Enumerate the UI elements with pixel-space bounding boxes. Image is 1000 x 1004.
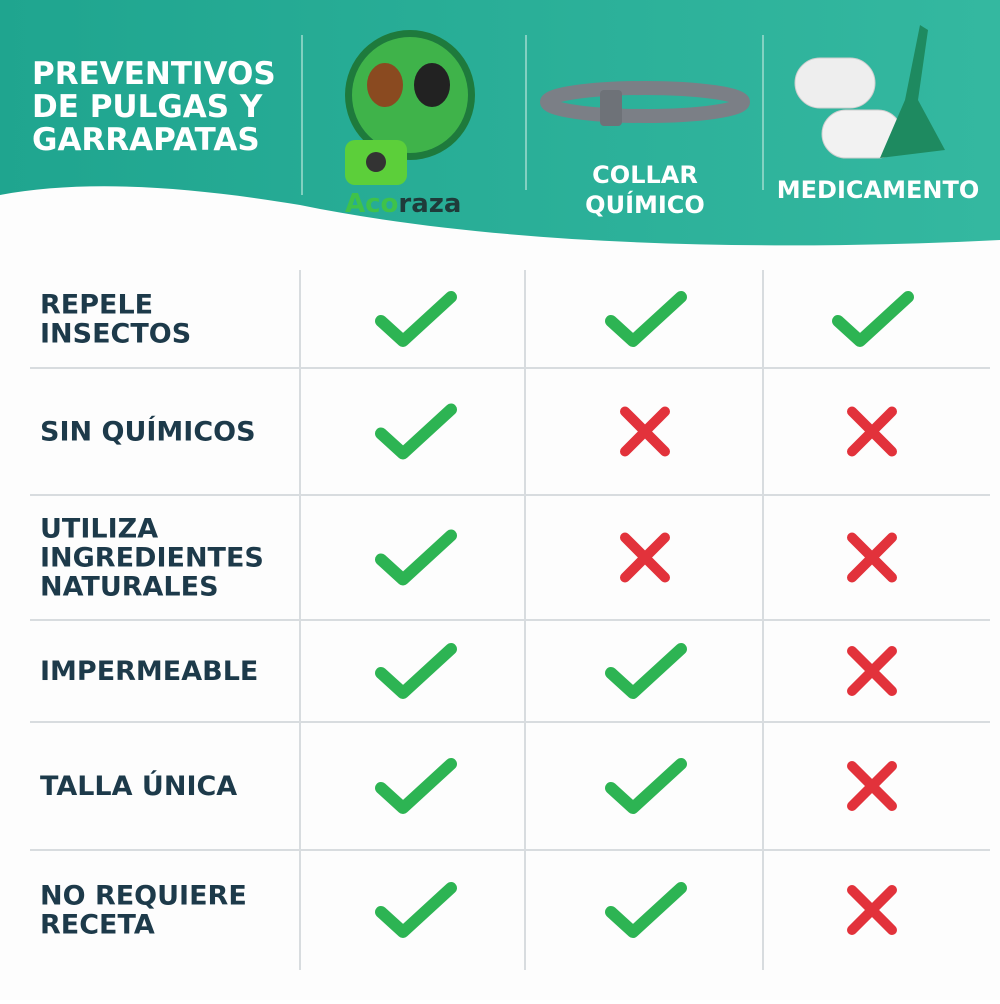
row-label-line: NO REQUIERE xyxy=(40,881,247,912)
cross-mark xyxy=(847,646,897,696)
title-line: PREVENTIVOS xyxy=(32,56,276,92)
cross-mark xyxy=(847,761,897,811)
check-mark xyxy=(375,403,457,460)
row-label-line: NATURALES xyxy=(40,572,219,603)
brand-part: Aco xyxy=(345,189,398,219)
cross-mark xyxy=(847,885,897,935)
check-mark xyxy=(832,291,914,347)
title-line: GARRAPATAS xyxy=(32,122,260,158)
brand-logo: Acoraza xyxy=(345,189,461,219)
product-image xyxy=(345,30,475,185)
check-mark xyxy=(375,643,457,699)
row-label-line: SIN QUÍMICOS xyxy=(40,416,256,448)
collar-image xyxy=(540,81,750,126)
row-label: NO REQUIERE RECETA xyxy=(40,881,247,941)
table-grid xyxy=(30,270,990,970)
header-dividers xyxy=(301,35,764,195)
medicine-image xyxy=(794,25,945,159)
row-label: TALLA ÚNICA xyxy=(40,770,237,802)
column-header-line: QUÍMICO xyxy=(585,190,705,219)
column-header-line: MEDICAMENTO xyxy=(777,176,979,204)
row-label: IMPERMEABLE xyxy=(40,656,258,687)
row-label: SIN QUÍMICOS xyxy=(40,416,256,448)
header-band xyxy=(0,0,1000,246)
row-label-line: IMPERMEABLE xyxy=(40,656,258,687)
row-label-line: RECETA xyxy=(40,910,155,941)
column-header: COLLAR QUÍMICO xyxy=(585,161,705,219)
check-mark xyxy=(375,758,457,814)
title: PREVENTIVOS DE PULGAS Y GARRAPATAS xyxy=(32,56,276,158)
row-label-line: UTILIZA xyxy=(40,514,158,545)
row-label-line: TALLA ÚNICA xyxy=(40,770,237,802)
column-header-line: COLLAR xyxy=(592,161,698,189)
check-mark xyxy=(605,882,687,938)
check-mark xyxy=(375,882,457,938)
check-mark xyxy=(605,643,687,699)
column-header: MEDICAMENTO xyxy=(777,176,979,204)
row-label-line: INSECTOS xyxy=(40,319,191,350)
row-label: REPELE INSECTOS xyxy=(40,290,191,350)
brand-part: raza xyxy=(398,189,461,219)
title-line: DE PULGAS Y xyxy=(32,89,263,125)
check-mark xyxy=(375,529,457,586)
row-label: UTILIZA INGREDIENTES NATURALES xyxy=(40,514,264,603)
row-label-line: REPELE xyxy=(40,290,153,321)
cross-mark xyxy=(620,532,670,583)
cross-mark xyxy=(620,406,670,457)
row-label-line: INGREDIENTES xyxy=(40,543,264,574)
cross-mark xyxy=(847,406,897,457)
check-mark xyxy=(375,291,457,347)
check-mark xyxy=(605,291,687,347)
check-mark xyxy=(605,758,687,814)
cross-mark xyxy=(847,532,897,583)
